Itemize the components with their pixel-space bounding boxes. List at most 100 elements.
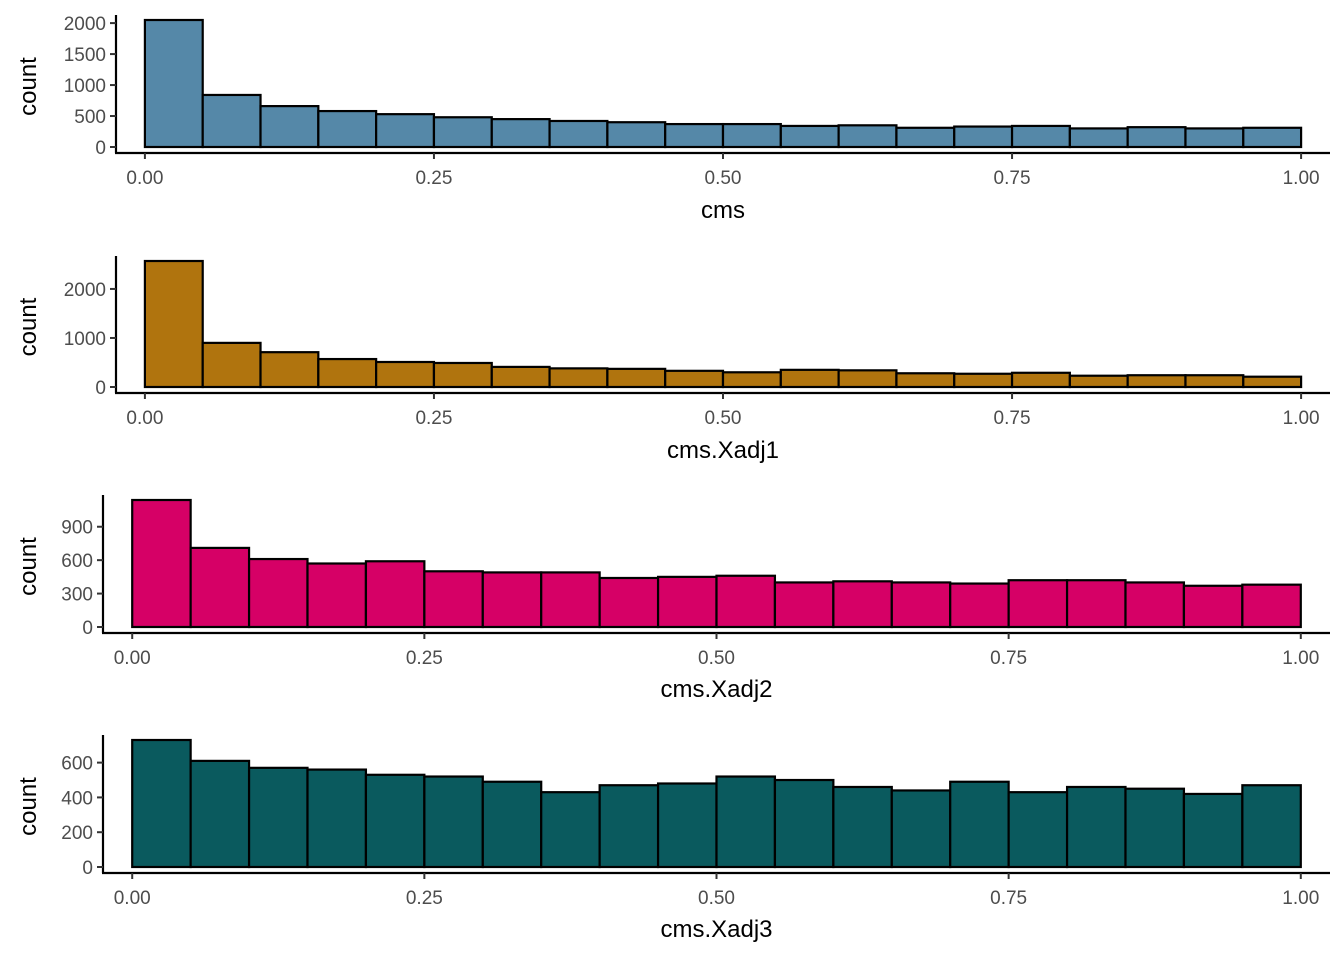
- y-tick-label: 1000: [64, 76, 106, 97]
- x-axis-title: cms.Xadj2: [660, 676, 772, 703]
- y-tick-label: 2000: [64, 280, 106, 301]
- histogram-bar: [364, 560, 426, 629]
- y-tick-label: 200: [61, 823, 93, 844]
- histogram-bar: [832, 580, 893, 629]
- histogram-bar: [953, 372, 1014, 389]
- histogram-bar: [606, 121, 667, 149]
- x-tick-label: 0.00: [114, 888, 151, 909]
- y-axis-title: count: [15, 297, 42, 356]
- x-tick-label: 0.50: [705, 408, 742, 429]
- histogram-bar: [143, 18, 204, 149]
- histogram-bar: [1184, 374, 1245, 389]
- histogram-bar: [548, 367, 609, 389]
- histogram-bar: [1007, 579, 1069, 629]
- x-axis-title: cms: [701, 197, 745, 224]
- histogram-bar: [949, 582, 1010, 629]
- histogram-bar: [1184, 127, 1245, 149]
- x-axis-title: cms.Xadj3: [660, 916, 772, 943]
- y-tick-label: 900: [61, 518, 93, 539]
- x-tick-label: 0.00: [114, 648, 151, 669]
- x-tick-label: 0.50: [705, 168, 742, 189]
- histogram-bar: [598, 576, 660, 629]
- histogram-bar: [895, 372, 956, 389]
- histogram-bar: [1126, 126, 1187, 149]
- histogram-bar: [656, 575, 718, 629]
- histogram-bar: [664, 369, 725, 389]
- x-tick-label: 0.75: [990, 888, 1027, 909]
- y-axis-title: count: [15, 777, 42, 836]
- histogram-bar: [1124, 787, 1186, 869]
- histogram-bar: [259, 105, 320, 149]
- histogram-bar: [715, 775, 777, 869]
- histogram-panel-cms: 0 500 1000 1500 2000 0.00 0.25 0.50 0.75 1.00 cms c…: [15, 14, 1330, 224]
- y-tick-label: 0: [82, 858, 93, 879]
- histogram-bar: [201, 93, 262, 149]
- histogram-bar: [247, 766, 309, 869]
- histogram-bar: [481, 571, 543, 629]
- histogram-bar: [1065, 579, 1127, 629]
- histogram-bar: [779, 368, 840, 389]
- histogram-bar: [247, 557, 309, 629]
- histogram-bar: [1182, 792, 1244, 869]
- histogram-bar: [317, 357, 378, 389]
- histogram-bar: [423, 775, 484, 869]
- histogram-bar: [890, 789, 952, 869]
- histogram-bar: [1242, 126, 1303, 149]
- y-tick-label: 600: [61, 551, 93, 572]
- histogram-bar: [1124, 581, 1186, 629]
- histogram-bar: [1068, 374, 1129, 389]
- histogram-bar: [895, 126, 956, 149]
- histogram-bar: [490, 365, 551, 389]
- x-axis-title: cms.Xadj1: [667, 437, 779, 464]
- y-tick-label: 600: [61, 754, 93, 775]
- histogram-panel-cms-xadj2: 0 300 600 900 0.00 0.25 0.50 0.75 1.00 cms.Xadj2 c…: [15, 495, 1330, 703]
- histogram-bar: [598, 784, 660, 869]
- histogram-bar: [490, 118, 551, 149]
- histogram-bar: [837, 369, 898, 389]
- histogram-bar: [773, 581, 835, 629]
- histogram-panel-cms-xadj1: 0 1000 2000 0.00 0.25 0.50 0.75 1.00 cms.Xadj1 co…: [15, 256, 1330, 464]
- histogram-bar: [131, 498, 192, 629]
- histogram-bar: [364, 773, 426, 869]
- histogram-bar: [317, 109, 378, 149]
- histogram-bar: [481, 780, 543, 869]
- histogram-bar: [375, 113, 436, 149]
- histogram-bar: [837, 124, 898, 149]
- histogram-bar: [715, 574, 777, 629]
- y-axis-title: count: [15, 57, 42, 116]
- histogram-bar: [656, 782, 718, 869]
- histogram-bar: [890, 581, 952, 629]
- histogram-bar: [721, 122, 782, 149]
- histogram-bar: [773, 778, 835, 869]
- histogram-bar: [1241, 583, 1302, 629]
- histogram-bar: [1126, 374, 1187, 389]
- histogram-bar: [1010, 371, 1071, 389]
- x-tick-label: 0.50: [698, 888, 735, 909]
- histogram-bar: [259, 351, 320, 389]
- y-tick-label: 300: [61, 585, 93, 606]
- x-tick-label: 0.25: [406, 888, 443, 909]
- x-tick-label: 0.25: [415, 408, 452, 429]
- histogram-bar: [306, 562, 368, 629]
- y-tick-label: 400: [61, 788, 93, 809]
- histogram-bar: [201, 341, 262, 389]
- x-tick-label: 0.25: [406, 648, 443, 669]
- histogram-bar: [1065, 785, 1127, 869]
- y-tick-label: 0: [95, 138, 106, 159]
- x-tick-label: 0.00: [126, 168, 163, 189]
- histogram-panel-cms-xadj3: 0 200 400 600 0.00 0.25 0.50 0.75 1.00 cms.Xadj3 c…: [15, 735, 1330, 943]
- histogram-bar: [143, 259, 204, 389]
- histogram-bar: [1010, 124, 1071, 149]
- x-tick-label: 0.00: [126, 408, 163, 429]
- x-tick-label: 0.75: [994, 408, 1031, 429]
- histogram-bar: [432, 116, 493, 149]
- histogram-bar: [540, 791, 601, 869]
- histogram-bar: [423, 570, 484, 629]
- x-tick-label: 0.25: [415, 168, 452, 189]
- histogram-bar: [432, 361, 493, 389]
- histogram-bar: [375, 360, 436, 389]
- y-tick-label: 2000: [64, 14, 106, 35]
- x-tick-label: 1.00: [1283, 408, 1320, 429]
- x-tick-label: 1.00: [1282, 888, 1319, 909]
- x-tick-label: 0.75: [994, 168, 1031, 189]
